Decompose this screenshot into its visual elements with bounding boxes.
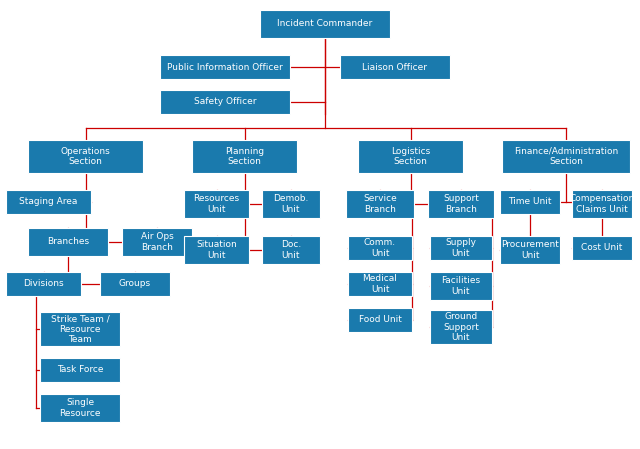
Text: Logistics
Section: Logistics Section <box>391 147 430 166</box>
Text: Compensation
Claims Unit: Compensation Claims Unit <box>570 194 635 214</box>
FancyBboxPatch shape <box>572 190 632 218</box>
Text: Facilities
Unit: Facilities Unit <box>442 276 481 296</box>
Text: Safety Officer: Safety Officer <box>194 97 256 106</box>
FancyBboxPatch shape <box>260 10 390 38</box>
FancyBboxPatch shape <box>160 55 290 79</box>
Text: Single
Resource: Single Resource <box>60 398 100 418</box>
Text: Cost Unit: Cost Unit <box>581 243 623 252</box>
FancyBboxPatch shape <box>430 272 492 300</box>
FancyBboxPatch shape <box>100 272 170 296</box>
Text: Demob.
Unit: Demob. Unit <box>273 194 308 214</box>
FancyBboxPatch shape <box>502 140 630 173</box>
Text: Situation
Unit: Situation Unit <box>196 240 237 260</box>
FancyBboxPatch shape <box>262 236 320 264</box>
Text: Liaison Officer: Liaison Officer <box>362 62 428 71</box>
Text: Resources
Unit: Resources Unit <box>193 194 239 214</box>
FancyBboxPatch shape <box>430 310 492 344</box>
Text: Operations
Section: Operations Section <box>61 147 110 166</box>
Text: Air Ops
Branch: Air Ops Branch <box>141 232 173 252</box>
FancyBboxPatch shape <box>500 190 560 214</box>
FancyBboxPatch shape <box>500 236 560 264</box>
FancyBboxPatch shape <box>40 394 120 422</box>
Text: Task Force: Task Force <box>57 365 103 374</box>
FancyBboxPatch shape <box>428 190 494 218</box>
FancyBboxPatch shape <box>430 236 492 260</box>
FancyBboxPatch shape <box>28 228 108 256</box>
Text: Groups: Groups <box>119 279 151 289</box>
Text: Medical
Unit: Medical Unit <box>363 274 397 294</box>
Text: Comm.
Unit: Comm. Unit <box>364 238 396 258</box>
Text: Supply
Unit: Supply Unit <box>445 238 477 258</box>
FancyBboxPatch shape <box>184 236 249 264</box>
Text: Strike Team /
Resource
Team: Strike Team / Resource Team <box>51 314 109 344</box>
FancyBboxPatch shape <box>40 312 120 346</box>
Text: Service
Branch: Service Branch <box>363 194 397 214</box>
Text: Ground
Support
Unit: Ground Support Unit <box>443 312 479 342</box>
FancyBboxPatch shape <box>6 272 81 296</box>
FancyBboxPatch shape <box>262 190 320 218</box>
Text: Public Information Officer: Public Information Officer <box>167 62 283 71</box>
Text: Incident Commander: Incident Commander <box>277 19 372 28</box>
FancyBboxPatch shape <box>160 90 290 114</box>
FancyBboxPatch shape <box>340 55 450 79</box>
Text: Divisions: Divisions <box>23 279 64 289</box>
Text: Time Unit: Time Unit <box>508 198 552 207</box>
FancyBboxPatch shape <box>348 272 412 296</box>
Text: Food Unit: Food Unit <box>358 316 401 325</box>
FancyBboxPatch shape <box>192 140 297 173</box>
FancyBboxPatch shape <box>348 236 412 260</box>
FancyBboxPatch shape <box>358 140 463 173</box>
Text: Doc.
Unit: Doc. Unit <box>281 240 301 260</box>
Text: Support
Branch: Support Branch <box>443 194 479 214</box>
Text: Staging Area: Staging Area <box>19 198 77 207</box>
FancyBboxPatch shape <box>184 190 249 218</box>
FancyBboxPatch shape <box>346 190 414 218</box>
FancyBboxPatch shape <box>28 140 143 173</box>
FancyBboxPatch shape <box>348 308 412 332</box>
Text: Procurement
Unit: Procurement Unit <box>501 240 559 260</box>
FancyBboxPatch shape <box>40 358 120 382</box>
FancyBboxPatch shape <box>572 236 632 260</box>
FancyBboxPatch shape <box>6 190 91 214</box>
FancyBboxPatch shape <box>122 228 192 256</box>
Text: Branches: Branches <box>47 238 89 247</box>
Text: Finance/Administration
Section: Finance/Administration Section <box>514 147 618 166</box>
Text: Planning
Section: Planning Section <box>225 147 264 166</box>
